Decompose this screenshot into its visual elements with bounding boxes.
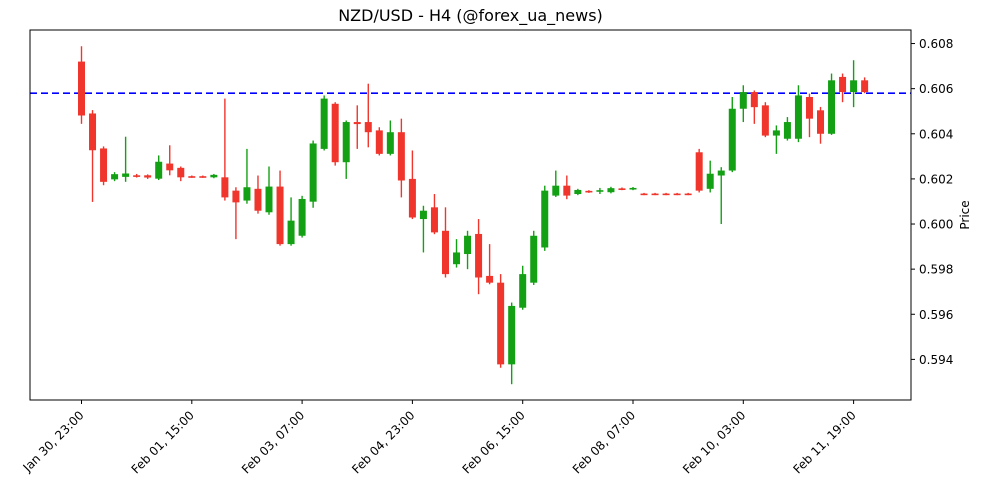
candle-body [265, 186, 273, 213]
candle-body [78, 61, 85, 116]
candle-body [541, 190, 549, 248]
x-tick-label: Feb 08, 07:00 [570, 408, 638, 476]
candle-body [761, 105, 769, 136]
y-tick-label: 0.594 [919, 353, 953, 367]
candle-body [497, 282, 505, 365]
candle-body [100, 148, 108, 182]
x-tick-label: Feb 03, 07:00 [239, 408, 307, 476]
chart-title: NZD/USD - H4 (@forex_ua_news) [338, 6, 603, 25]
candle-body [243, 187, 251, 201]
candle-body [89, 113, 97, 151]
candle-body [441, 230, 449, 275]
candle-body [530, 235, 538, 283]
candle-body [706, 173, 714, 189]
candle-body [111, 174, 119, 180]
candle-body [717, 170, 725, 176]
candle-body [850, 80, 858, 93]
candle-body [177, 167, 185, 178]
candle-body [475, 233, 483, 278]
candle-body [309, 143, 317, 202]
candle-body [794, 95, 802, 139]
candle-body [419, 210, 427, 220]
candle-body [453, 252, 461, 265]
candle-body [750, 92, 758, 108]
candle-body [861, 80, 869, 93]
candle-body [188, 176, 196, 178]
candle-body [287, 220, 295, 245]
y-tick-label: 0.606 [919, 82, 953, 96]
y-tick-label: 0.604 [919, 127, 953, 141]
candle-body [574, 189, 582, 195]
y-tick-label: 0.602 [919, 172, 953, 186]
candle-body [783, 122, 791, 139]
candle-body [805, 97, 813, 119]
x-tick-label: Feb 04, 23:00 [349, 408, 417, 476]
candle-body [728, 108, 736, 171]
candle-body [122, 173, 130, 177]
x-tick-label: Feb 10, 03:00 [680, 408, 748, 476]
candle-body [519, 274, 527, 308]
candle-body [144, 175, 152, 178]
candle-body [695, 152, 703, 191]
candle-body [739, 92, 747, 109]
candle-body [662, 193, 670, 196]
candle-body [342, 122, 350, 163]
y-tick-label: 0.598 [919, 263, 953, 277]
candle-body [276, 186, 284, 245]
candle-body [684, 193, 692, 196]
candle-body [596, 190, 604, 192]
candle-body [508, 305, 516, 365]
y-tick-label: 0.596 [919, 308, 953, 322]
x-tick-label: Feb 01, 15:00 [129, 408, 197, 476]
candle-body [486, 275, 494, 283]
candle-body [298, 198, 306, 236]
candle-body [839, 76, 847, 93]
x-tick-label: Feb 11, 19:00 [790, 408, 858, 476]
candle-body [254, 188, 262, 211]
candle-body [353, 122, 361, 125]
candle-body [817, 110, 825, 134]
candle-body [563, 185, 571, 196]
candle-body [375, 130, 383, 154]
candle-body [386, 132, 394, 154]
candle-body [430, 207, 438, 233]
candle-body [408, 178, 416, 218]
candle-body [629, 187, 637, 190]
axes-spines [29, 29, 912, 401]
x-tick-label: Feb 06, 15:00 [460, 408, 528, 476]
candle-body [552, 185, 560, 196]
candle-body [166, 163, 174, 171]
y-tick-label: 0.600 [919, 218, 953, 232]
candle-body [210, 174, 218, 178]
candle-body [607, 188, 615, 193]
candle-body [155, 161, 163, 179]
x-tick-label: Jan 30, 23:00 [20, 408, 87, 475]
y-tick-label: 0.608 [919, 37, 953, 51]
candle-body [199, 176, 207, 178]
candle-body [133, 175, 141, 177]
candle-body [640, 193, 648, 196]
candle-body [828, 80, 836, 134]
candle-body [397, 132, 405, 181]
candle-body [618, 188, 626, 190]
candle-body [651, 193, 659, 196]
candle-body [320, 98, 328, 149]
candle-body [464, 235, 472, 255]
candle-body [772, 130, 780, 136]
candle-body [331, 103, 339, 163]
candle-body [364, 122, 372, 133]
candle-body [232, 190, 240, 203]
candle-body [221, 177, 229, 198]
candle-body [673, 193, 681, 196]
candle-body [585, 190, 593, 193]
